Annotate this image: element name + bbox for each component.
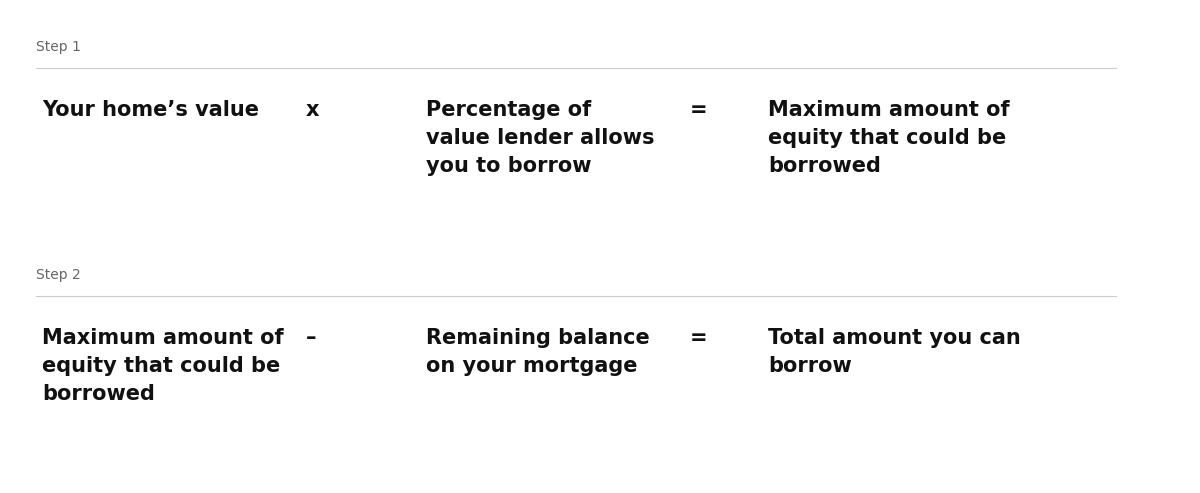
Text: Maximum amount of
equity that could be
borrowed: Maximum amount of equity that could be b… xyxy=(42,328,283,404)
Text: Remaining balance
on your mortgage: Remaining balance on your mortgage xyxy=(426,328,649,376)
Text: Percentage of
value lender allows
you to borrow: Percentage of value lender allows you to… xyxy=(426,100,654,176)
Text: Your home’s value: Your home’s value xyxy=(42,100,259,120)
Text: x: x xyxy=(306,100,319,120)
Text: –: – xyxy=(306,328,317,348)
Text: =: = xyxy=(690,100,708,120)
Text: Maximum amount of
equity that could be
borrowed: Maximum amount of equity that could be b… xyxy=(768,100,1009,176)
Text: Step 1: Step 1 xyxy=(36,39,80,54)
Text: Step 2: Step 2 xyxy=(36,268,80,282)
Text: Total amount you can
borrow: Total amount you can borrow xyxy=(768,328,1021,376)
Text: =: = xyxy=(690,328,708,348)
